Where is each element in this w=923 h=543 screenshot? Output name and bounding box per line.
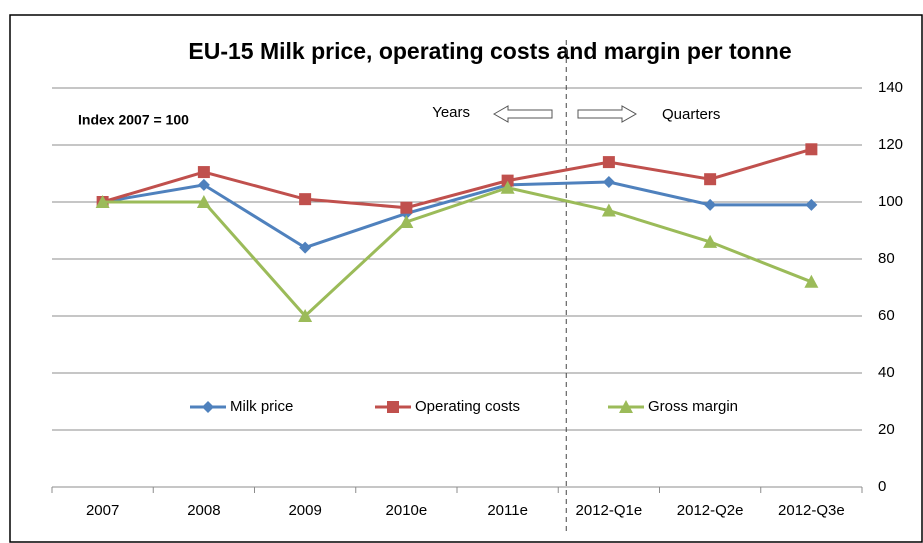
y-tick-label: 20 xyxy=(878,421,895,438)
series-line xyxy=(102,180,812,250)
y-tick-label: 140 xyxy=(878,79,903,96)
y-tick-label: 120 xyxy=(878,136,903,153)
legend-label: Milk price xyxy=(230,398,293,415)
annotation: Quarters xyxy=(662,106,720,123)
y-tick-label: 40 xyxy=(878,364,895,381)
data-point xyxy=(805,143,818,156)
data-point xyxy=(500,180,515,194)
data-point xyxy=(704,173,717,186)
annotation: Index 2007 = 100 xyxy=(78,112,189,128)
legend-marker xyxy=(387,401,399,413)
legend-label: Operating costs xyxy=(415,398,520,415)
series-line xyxy=(102,147,812,210)
x-tick-label: 2007 xyxy=(86,502,119,519)
x-tick-label: 2010e xyxy=(386,502,428,519)
data-point xyxy=(602,176,615,189)
data-point xyxy=(804,274,819,288)
x-tick-label: 2012-Q1e xyxy=(576,502,643,519)
x-tick-label: 2012-Q3e xyxy=(778,502,845,519)
series-line xyxy=(102,186,812,319)
data-point xyxy=(602,156,615,169)
data-point xyxy=(399,214,414,228)
y-tick-label: 0 xyxy=(878,478,886,495)
left-arrow xyxy=(492,105,553,123)
y-tick-label: 80 xyxy=(878,250,895,267)
data-point xyxy=(400,201,413,214)
chart-title: EU-15 Milk price, operating costs and ma… xyxy=(188,38,791,64)
right-arrow xyxy=(577,105,638,123)
legend-marker xyxy=(202,401,214,413)
legend-label: Gross margin xyxy=(648,398,738,415)
x-tick-label: 2012-Q2e xyxy=(677,502,744,519)
x-tick-label: 2011e xyxy=(487,502,528,519)
chart-frame xyxy=(9,14,923,543)
data-point xyxy=(95,195,110,208)
data-point xyxy=(501,174,514,187)
x-tick-label: 2008 xyxy=(187,502,220,519)
x-tick-label: 2009 xyxy=(288,502,321,519)
data-point xyxy=(601,203,616,217)
legend-marker xyxy=(619,400,633,413)
data-point xyxy=(298,309,313,322)
data-point xyxy=(197,166,210,179)
y-tick-label: 100 xyxy=(878,193,903,210)
data-point xyxy=(299,193,312,206)
data-point xyxy=(197,178,210,191)
data-point xyxy=(704,198,717,211)
annotation: Years xyxy=(432,104,470,121)
data-point xyxy=(703,234,718,248)
data-point xyxy=(196,195,211,208)
y-tick-label: 60 xyxy=(878,307,895,324)
data-point xyxy=(805,198,818,211)
data-point xyxy=(299,241,312,254)
